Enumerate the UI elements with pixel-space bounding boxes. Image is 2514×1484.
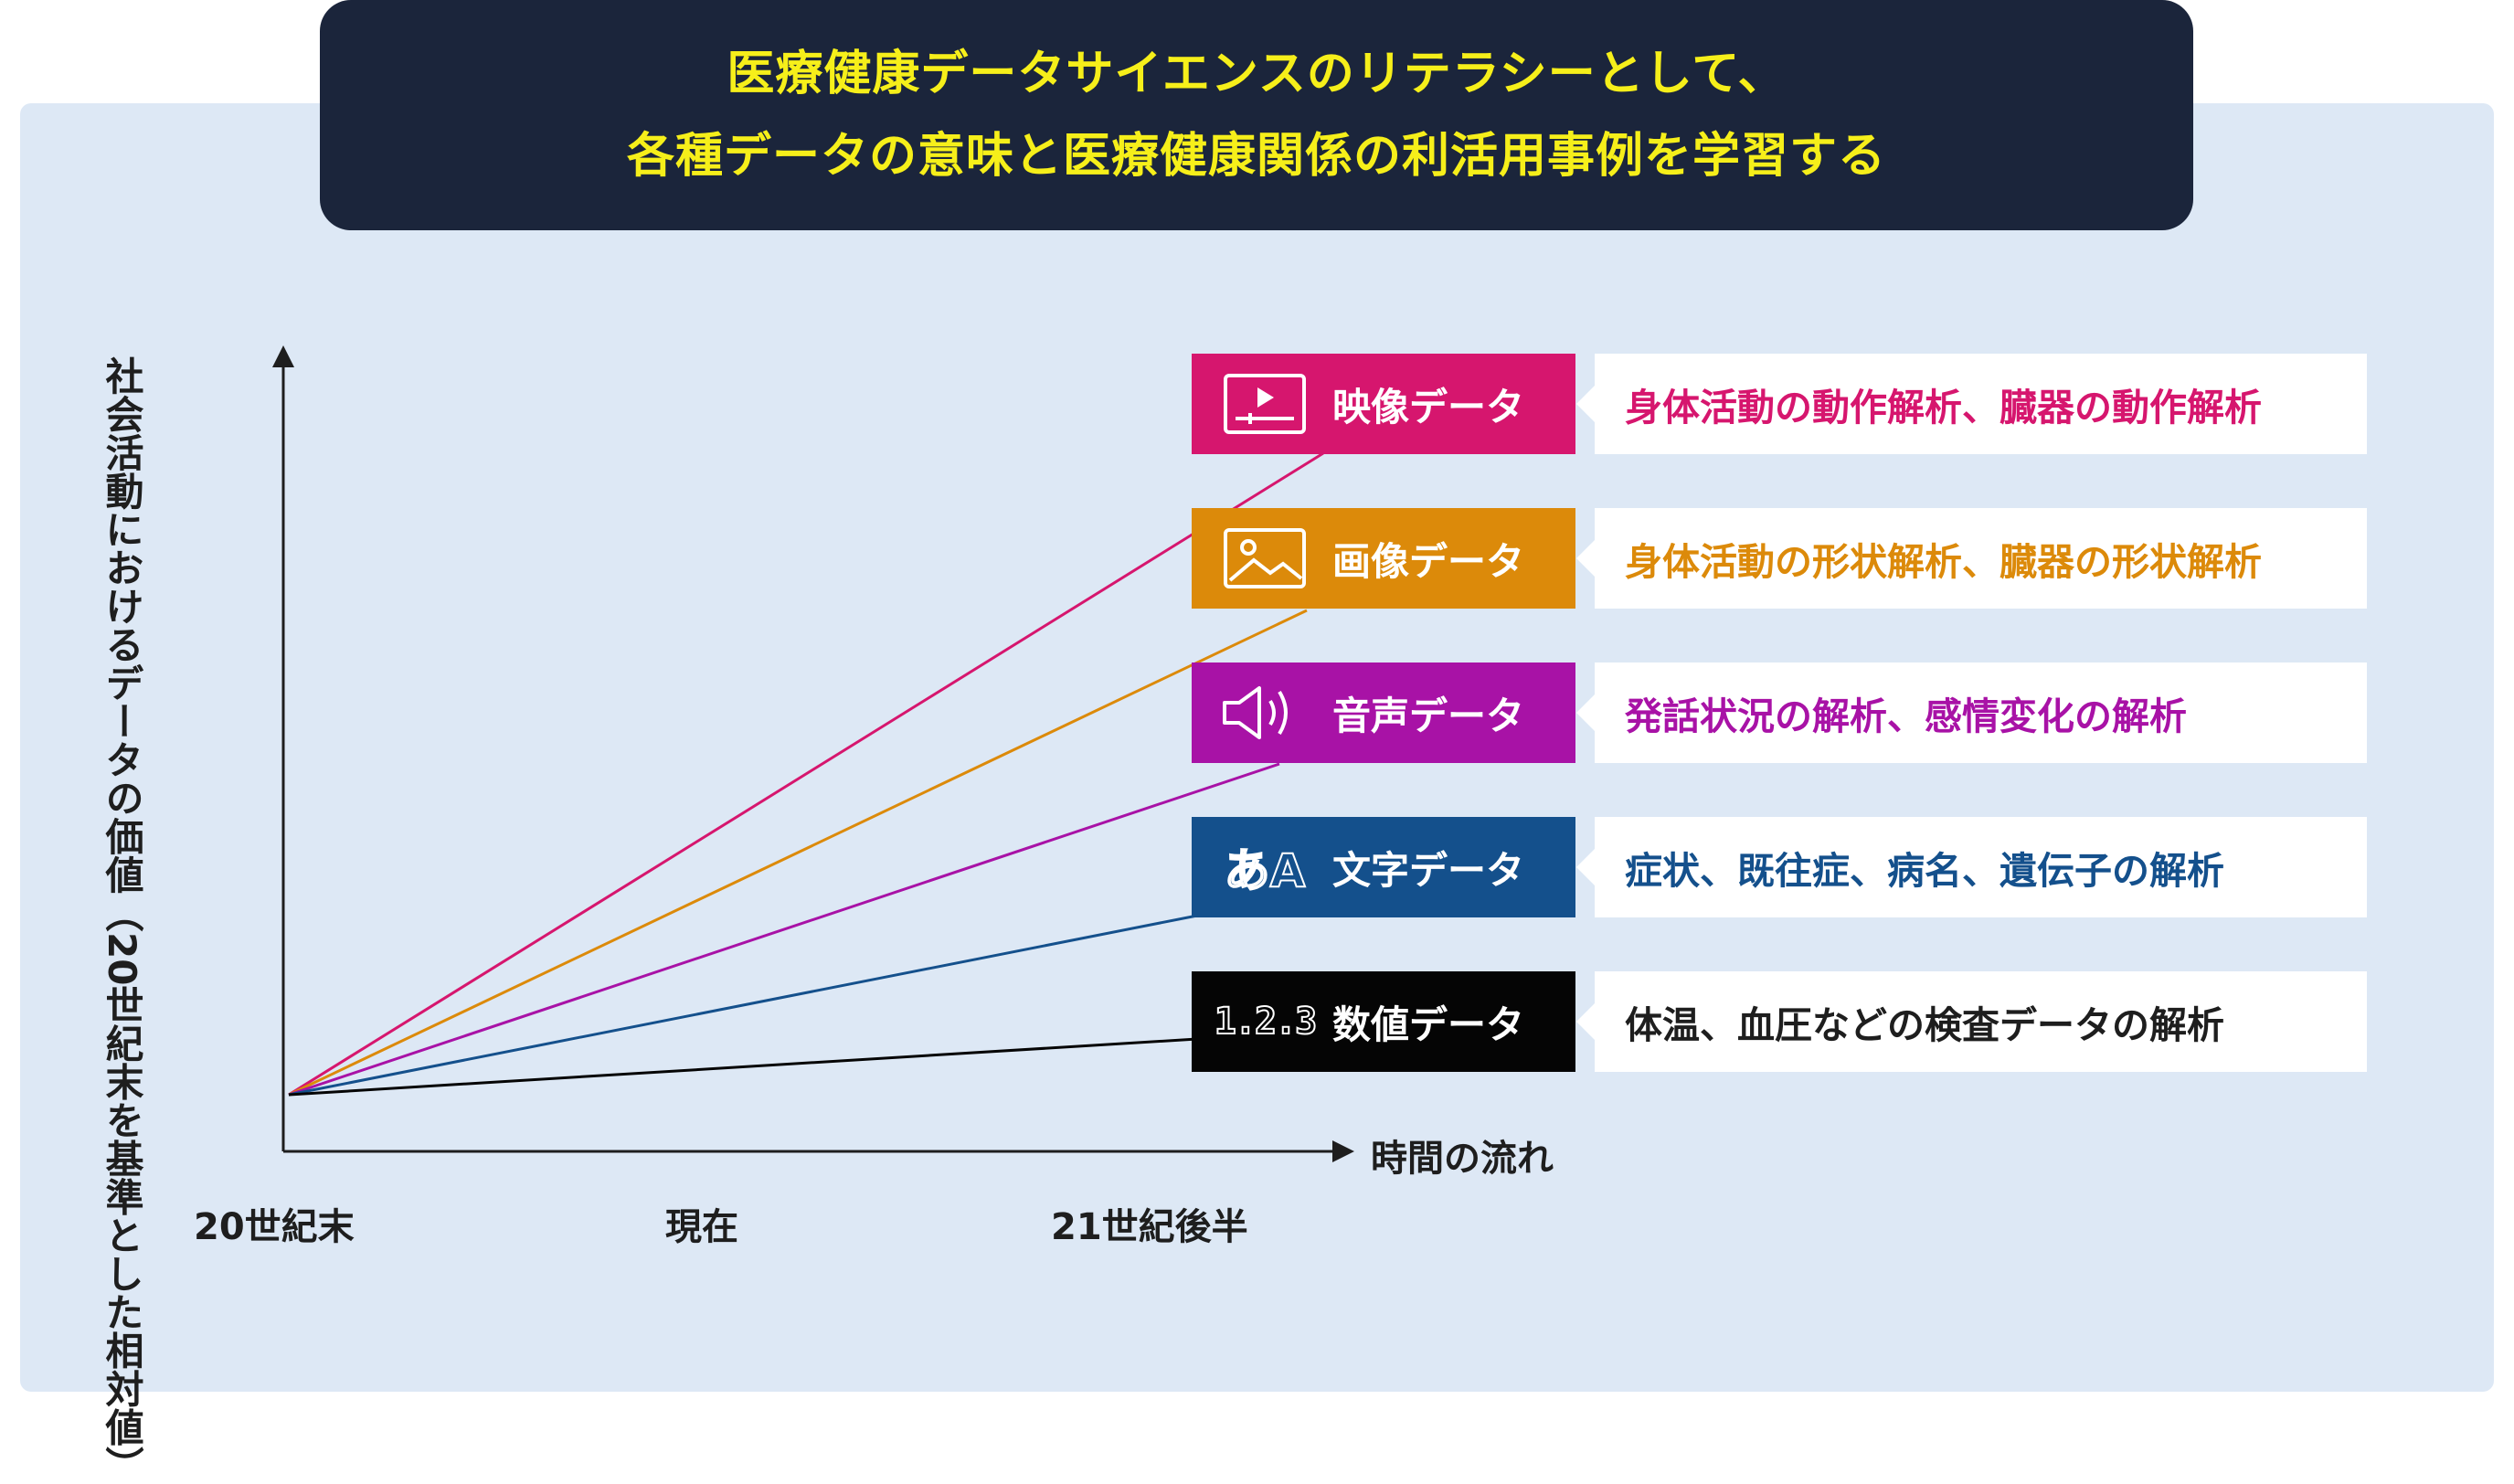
x-tick-late-21c: 21世紀後半 <box>1051 1206 1248 1248</box>
trend-line-video <box>288 451 1324 1097</box>
trend-line-image <box>288 609 1308 1097</box>
category-audio: 音声データ <box>1192 662 1575 763</box>
header-banner: 医療健康データサイエンスのリテラシーとして、 各種データの意味と医療健康関係の利… <box>320 0 2193 230</box>
image-icon <box>1219 526 1310 590</box>
video-icon <box>1219 372 1310 436</box>
description-numeric: 体温、血圧などの検査データの解析 <box>1595 971 2367 1072</box>
x-axis-arrow <box>1332 1140 1354 1162</box>
speaker-icon <box>1219 681 1310 745</box>
callout-pointer <box>1576 694 1595 731</box>
x-axis-label: 時間の流れ <box>1371 1138 1554 1180</box>
trend-line-numeric <box>288 1037 1198 1097</box>
value-chart <box>272 345 1354 1162</box>
category-video: 映像データ <box>1192 354 1575 454</box>
letters-icon: あA <box>1224 843 1307 898</box>
callout-pointer <box>1576 849 1595 885</box>
category-label: 数値データ <box>1332 1002 1525 1047</box>
y-axis-label: 社会活動におけるデータの価値（20世紀末を基準とした相対値） <box>100 356 144 1484</box>
x-tick-present: 現在 <box>665 1206 738 1248</box>
description-audio: 発話状況の解析、感情変化の解析 <box>1595 662 2367 763</box>
category-image: 画像データ <box>1192 508 1575 609</box>
category-text: あA 文字データ <box>1192 817 1575 917</box>
y-axis-arrow <box>272 345 294 367</box>
description-image: 身体活動の形状解析、臓器の形状解析 <box>1595 508 2367 609</box>
x-tick-late-20c: 20世紀末 <box>194 1206 355 1248</box>
callout-pointer <box>1576 540 1595 577</box>
description-text: 症状、既往症、病名、遺伝子の解析 <box>1595 817 2367 917</box>
header-line-2: 各種データの意味と医療健康関係の利活用事例を学習する <box>626 129 1886 184</box>
callout-pointer <box>1576 386 1595 422</box>
trend-line-text <box>288 914 1198 1097</box>
callout-pointer <box>1576 1003 1595 1040</box>
category-numeric: 1.2.3 数値データ <box>1192 971 1575 1072</box>
trend-line-audio <box>288 762 1280 1097</box>
category-label: 画像データ <box>1332 538 1525 584</box>
category-label: 音声データ <box>1332 693 1525 738</box>
description-video: 身体活動の動作解析、臓器の動作解析 <box>1595 354 2367 454</box>
header-line-1: 医療健康データサイエンスのリテラシーとして、 <box>727 47 1787 101</box>
category-label: 文字データ <box>1332 847 1525 893</box>
category-label: 映像データ <box>1332 384 1525 429</box>
numbers-icon: 1.2.3 <box>1214 1000 1318 1044</box>
